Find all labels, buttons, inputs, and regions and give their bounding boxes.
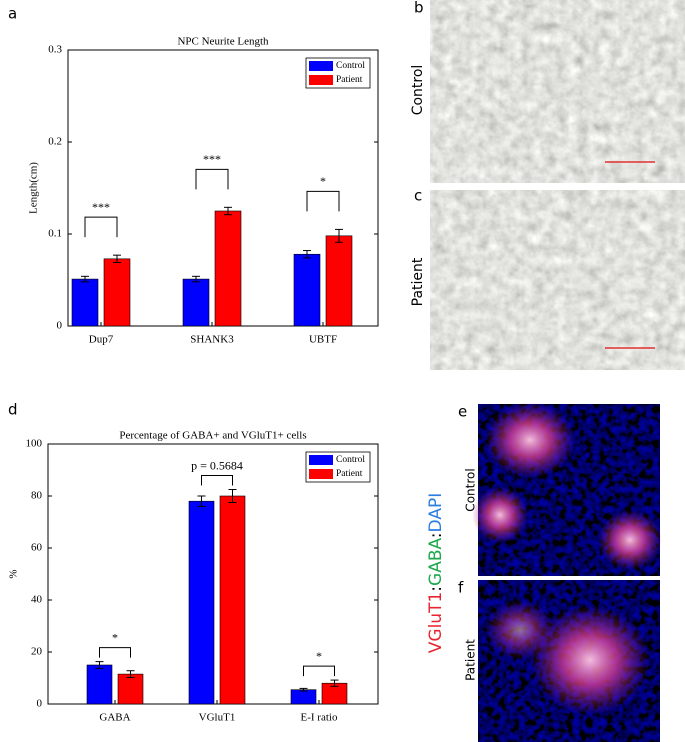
image-label: Control	[464, 468, 478, 511]
y-tick-label: 60	[31, 542, 43, 554]
bar	[188, 500, 215, 705]
annotation: *	[320, 174, 326, 188]
image-f-cluster	[530, 605, 650, 715]
image-label: Patient	[464, 639, 478, 681]
legend-swatch	[309, 455, 333, 465]
bar	[117, 673, 144, 705]
significance-bracket	[303, 665, 335, 677]
y-tick-label: 100	[26, 438, 43, 450]
stain-part: DAPI	[426, 493, 446, 533]
image-b	[430, 0, 685, 183]
panel-letter: f	[458, 579, 464, 597]
y-tick-label: 0.1	[48, 228, 62, 240]
y-tick-label: 0.3	[48, 44, 62, 56]
x-tick-label: E-I ratio	[301, 712, 338, 724]
x-tick-label: GABA	[99, 712, 130, 724]
legend-swatch	[309, 75, 333, 85]
stain-part: GABA	[426, 538, 446, 586]
y-tick-label: 0.2	[48, 136, 62, 148]
bar	[219, 495, 246, 705]
y-tick-label: 0	[57, 320, 63, 332]
image-c	[430, 190, 685, 370]
x-tick-label: VGluT1	[199, 712, 236, 724]
y-tick-label: 40	[31, 594, 43, 606]
x-tick-label: SHANK3	[190, 334, 234, 346]
stain-part: :	[426, 532, 446, 538]
chart-title: Percentage of GABA+ and VGluT1+ cells	[119, 430, 306, 442]
image-e-cluster	[598, 510, 662, 570]
bar	[71, 278, 99, 327]
significance-bracket	[306, 190, 340, 212]
image-f-cluster	[485, 600, 555, 660]
y-axis-label: %	[8, 569, 20, 578]
bar	[290, 689, 317, 705]
y-tick-label: 0	[37, 698, 43, 710]
image-e-cluster	[485, 402, 575, 478]
bar	[325, 235, 353, 327]
bar	[293, 253, 321, 327]
significance-bracket	[99, 647, 131, 658]
significance-bracket	[195, 168, 229, 190]
annotation: *	[112, 630, 118, 644]
y-tick-label: 20	[31, 646, 43, 658]
panel-letter: d	[8, 401, 18, 419]
annotation: ***	[203, 152, 221, 166]
image-label: Patient	[410, 257, 426, 306]
legend-swatch	[309, 61, 333, 71]
image-e-cluster	[472, 487, 528, 543]
panel-letter: c	[414, 187, 422, 205]
bar	[182, 278, 210, 327]
panel-letter: b	[414, 0, 424, 17]
significance-bracket	[84, 216, 118, 238]
y-tick-label: 80	[31, 490, 43, 502]
x-tick-label: UBTF	[309, 334, 337, 346]
legend-label: Control	[336, 455, 365, 465]
stain-part: :	[426, 586, 446, 592]
legend-label: Control	[336, 61, 365, 71]
panel-letter: e	[458, 403, 467, 421]
y-axis-label: Length(cm)	[28, 162, 40, 214]
legend-swatch	[309, 469, 333, 479]
bar	[103, 258, 131, 327]
annotation: ***	[92, 200, 110, 214]
x-tick-label: Dup7	[89, 334, 114, 346]
chart-title: NPC Neurite Length	[177, 36, 269, 48]
panel-letter: a	[8, 5, 17, 23]
bar	[214, 210, 242, 327]
significance-bracket	[201, 475, 233, 486]
image-label: Control	[410, 65, 426, 116]
annotation: *	[316, 649, 322, 663]
bar	[86, 664, 113, 705]
legend-label: Patient	[336, 469, 363, 479]
stain-part: VGluT1	[426, 592, 446, 654]
annotation: p = 0.5684	[191, 458, 243, 472]
legend-label: Patient	[336, 75, 363, 85]
stain-label: VGluT1:GABA:DAPI	[426, 493, 446, 653]
